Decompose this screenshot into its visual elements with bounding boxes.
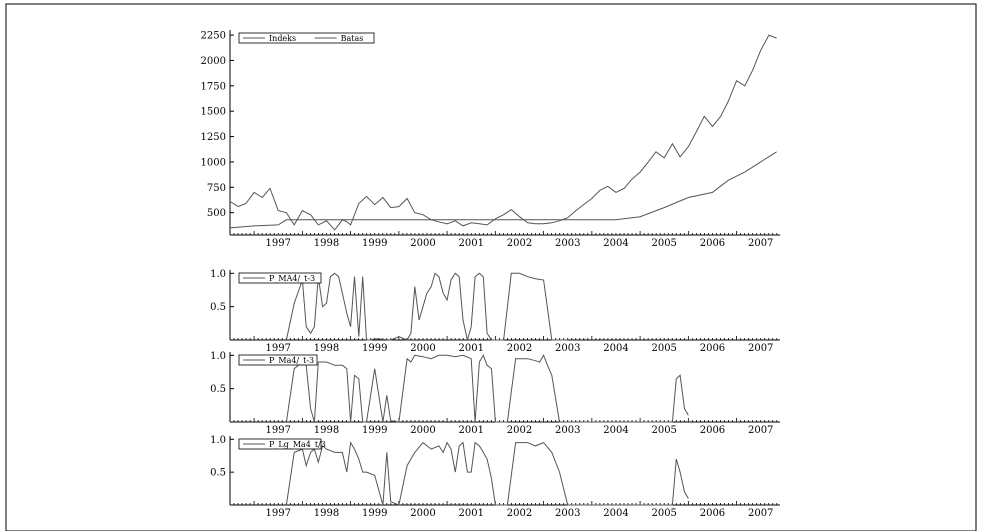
y-tick-label: 0.5 xyxy=(210,468,226,479)
y-tick-label: 1750 xyxy=(201,81,226,92)
x-tick-label: 2000 xyxy=(410,238,435,249)
y-tick-label: 1.0 xyxy=(210,435,226,446)
y-tick-label: 1250 xyxy=(201,132,226,143)
figure-border xyxy=(5,3,977,531)
y-tick-label: 1000 xyxy=(201,157,226,168)
x-tick-label: 2004 xyxy=(603,508,628,519)
x-tick-label: 1999 xyxy=(362,343,387,354)
panel-index: 500 750 1000 1250 1500 1750 2000 2250 1997 1998 19… xyxy=(201,30,780,249)
x-tick-label: 2003 xyxy=(555,508,580,519)
series-line-1 xyxy=(285,354,689,423)
x-tick-label: 2006 xyxy=(700,343,725,354)
legend-label: P_Ma4/_t-3 xyxy=(269,356,314,365)
legend-box xyxy=(238,438,322,450)
x-tick-label: 2002 xyxy=(507,425,532,436)
panel-prob-lg-ma4: 0.5 1.0 1997 1998 1999 2000 2001 2002 2003 2004 20… xyxy=(210,435,780,519)
y-tick-label: 0.5 xyxy=(210,384,226,395)
x-tick-label: 2005 xyxy=(651,238,676,249)
series-line-1 xyxy=(285,441,689,506)
x-tick-label: 2007 xyxy=(748,508,773,519)
y-tick-label: 750 xyxy=(207,183,226,194)
x-tick-label: 2007 xyxy=(748,343,773,354)
x-tick-label: 1997 xyxy=(266,508,291,519)
y-tick-label: 0.5 xyxy=(210,302,226,313)
x-tick-label: 2006 xyxy=(700,425,725,436)
legend-label: Batas xyxy=(341,34,364,43)
legend-label: Indeks xyxy=(269,34,296,43)
x-tick-label: 2005 xyxy=(651,425,676,436)
y-tick-label: 2250 xyxy=(201,31,226,42)
x-tick-label: 1998 xyxy=(314,508,339,519)
x-tick-label: 2002 xyxy=(507,238,532,249)
x-tick-label: 2001 xyxy=(459,425,484,436)
x-tick-label: 1997 xyxy=(266,425,291,436)
legend-box xyxy=(238,32,375,44)
x-tick-label: 2000 xyxy=(410,508,435,519)
x-tick-label: 2006 xyxy=(700,508,725,519)
y-tick-label: 1.0 xyxy=(210,351,226,362)
x-tick-label: 1997 xyxy=(266,343,291,354)
x-tick-label: 1999 xyxy=(362,508,387,519)
series-line-1 xyxy=(285,272,568,341)
y-tick-label: 1500 xyxy=(201,107,226,118)
x-tick-label: 2007 xyxy=(748,425,773,436)
x-tick-label: 1999 xyxy=(362,425,387,436)
x-tick-label: 2003 xyxy=(555,238,580,249)
x-tick-label: 2003 xyxy=(555,343,580,354)
legend-label: P_Lg_Ma4_t/3 xyxy=(269,440,326,449)
series-line-2 xyxy=(229,151,777,229)
x-tick-label: 2004 xyxy=(603,238,628,249)
x-tick-label: 2005 xyxy=(651,343,676,354)
x-tick-label: 1999 xyxy=(362,238,387,249)
x-tick-label: 2006 xyxy=(700,238,725,249)
x-tick-label: 2002 xyxy=(507,343,532,354)
x-tick-label: 2000 xyxy=(410,425,435,436)
x-tick-label: 2004 xyxy=(603,343,628,354)
x-tick-label: 2001 xyxy=(459,343,484,354)
y-tick-label: 500 xyxy=(207,208,226,219)
x-tick-label: 2005 xyxy=(651,508,676,519)
x-tick-label: 2000 xyxy=(410,343,435,354)
y-tick-label: 1.0 xyxy=(210,269,226,280)
x-tick-label: 2001 xyxy=(459,508,484,519)
x-tick-label: 2002 xyxy=(507,508,532,519)
y-tick-label: 2000 xyxy=(201,56,226,67)
panel-prob-ma4-b: 0.5 1.0 1997 1998 1999 2000 2001 2002 2003 2004 20… xyxy=(210,351,780,436)
x-tick-label: 1998 xyxy=(314,238,339,249)
x-tick-label: 2001 xyxy=(459,238,484,249)
panel-prob-ma4: 0.5 1.0 1997 1998 1999 2000 2001 2002 2003 2004 20… xyxy=(210,269,780,354)
x-tick-label: 1998 xyxy=(314,343,339,354)
legend-box xyxy=(238,354,318,366)
x-tick-label: 1998 xyxy=(314,425,339,436)
series-line-1 xyxy=(229,34,777,231)
legend-label: P_MA4/_t-3 xyxy=(269,274,315,283)
x-tick-label: 1997 xyxy=(266,238,291,249)
x-tick-label: 2007 xyxy=(748,238,773,249)
x-tick-label: 2004 xyxy=(603,425,628,436)
x-tick-label: 2003 xyxy=(555,425,580,436)
legend-box xyxy=(238,272,322,284)
